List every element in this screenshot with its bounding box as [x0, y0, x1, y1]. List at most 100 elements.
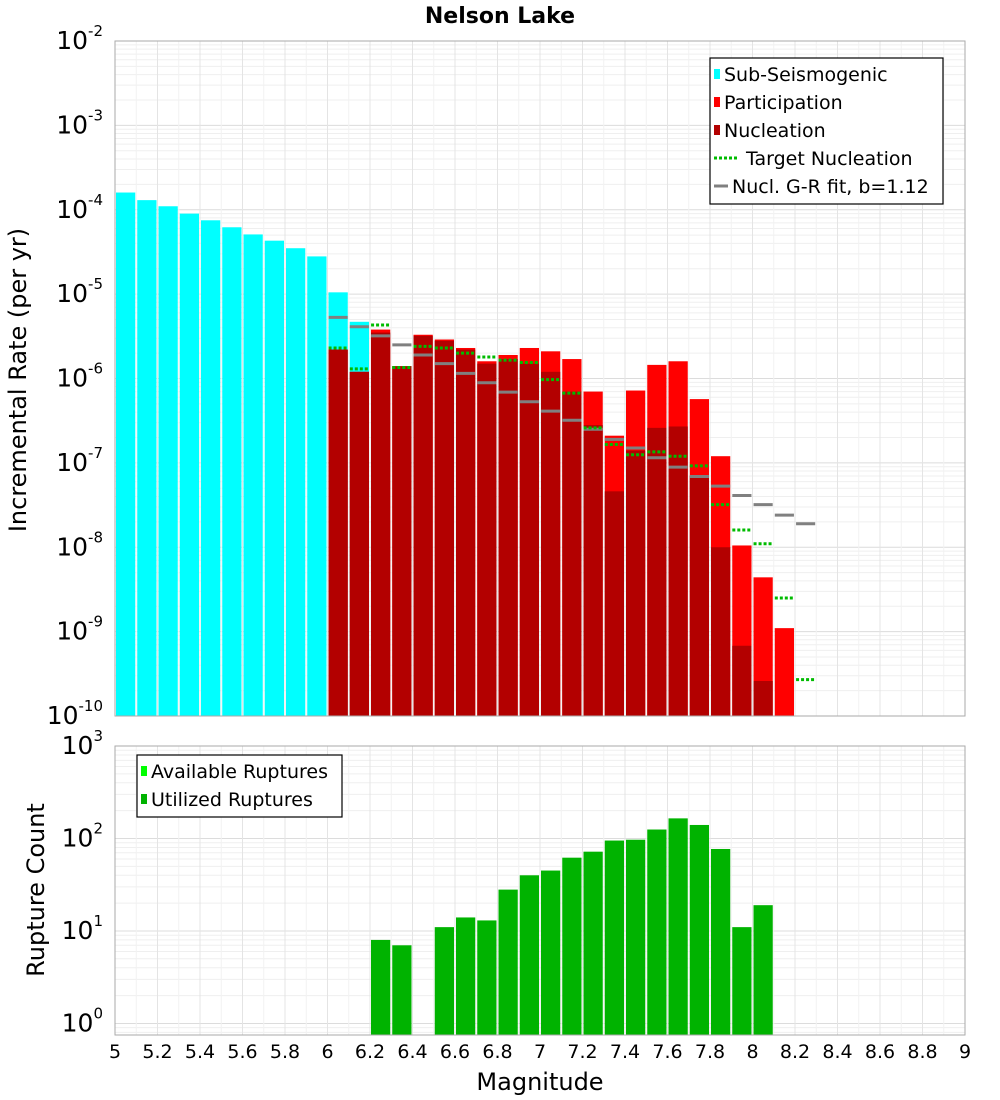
- bottom-legend-label-utilized-ruptures: Utilized Ruptures: [151, 789, 313, 811]
- bottom-y-tick-label: 103: [62, 727, 103, 760]
- top-legend-label-target-nucleation: Target Nucleation: [745, 148, 913, 170]
- sub-seismogenic-bar: [137, 200, 157, 716]
- sub-seismogenic-bar: [222, 227, 242, 716]
- top-legend-label-nucl-g-r-fit-b-1-12: Nucl. G-R fit, b=1.12: [732, 176, 929, 198]
- x-tick-label: 8.2: [780, 1041, 810, 1063]
- chart-title: Nelson Lake: [425, 4, 575, 29]
- sub-seismogenic-bar: [307, 256, 327, 716]
- nucleation-bar: [583, 425, 603, 716]
- utilized-ruptures-bar: [477, 920, 497, 1035]
- top-y-tick-label: 10-6: [56, 360, 103, 393]
- x-tick-label: 8.6: [865, 1041, 895, 1063]
- bottom-y-tick-label: 102: [62, 819, 103, 852]
- bottom-y-tick-label: 100: [62, 1004, 103, 1037]
- nucleation-bar: [434, 340, 454, 716]
- participation-bar: [774, 628, 794, 716]
- utilized-ruptures-bar: [647, 829, 667, 1035]
- bottom-legend-box: [136, 754, 343, 818]
- utilized-ruptures-bar: [583, 851, 603, 1035]
- top-lines: [328, 315, 816, 682]
- bottom-plot-frame: [114, 745, 966, 1036]
- nucleation-bar: [753, 680, 773, 716]
- nucleation-bar: [562, 391, 582, 716]
- nucleation-bar: [604, 491, 624, 716]
- nucleation-bar: [371, 332, 391, 716]
- x-tick-label: 7.8: [695, 1041, 725, 1063]
- nucleation-bar: [498, 359, 518, 716]
- x-tick-label: 8: [746, 1041, 758, 1063]
- nucleation-bar: [477, 363, 497, 716]
- bottom-legend-label-available-ruptures: Available Ruptures: [151, 761, 328, 783]
- x-tick-label: 5.6: [227, 1041, 257, 1063]
- top-legend-swatch-nucleation: [714, 125, 720, 135]
- utilized-ruptures-bar: [604, 840, 624, 1035]
- x-ticks: 5 5.2 5.4 5.6 5.8 6 6.2 6.4 6.6 6.8 7 7.2 7.4 7.6 7.8 8…: [109, 1041, 971, 1063]
- nucleation-bar: [732, 645, 752, 716]
- sub-seismogenic-bar: [243, 234, 263, 716]
- utilized-ruptures-bar: [541, 870, 561, 1035]
- x-tick-label: 5.4: [185, 1041, 215, 1063]
- nucleation-bar: [456, 349, 476, 716]
- nucleation-bar: [711, 547, 731, 716]
- x-tick-label: 6.2: [355, 1041, 385, 1063]
- top-y-tick-label: 10-4: [56, 191, 103, 224]
- nucleation-bar: [689, 475, 709, 716]
- sub-seismogenic-bar: [201, 220, 221, 717]
- utilized-ruptures-bar: [689, 824, 709, 1035]
- x-tick-label: 6.6: [440, 1041, 470, 1063]
- x-axis-title: Magnitude: [476, 1068, 603, 1096]
- top-y-axis-title: Incremental Rate (per yr): [4, 228, 32, 532]
- bottom-y-axis-title: Rupture Count: [22, 803, 50, 977]
- bottom-y-ticks: 100 101 102 103: [62, 727, 103, 1037]
- bottom-y-tick-label: 101: [62, 912, 103, 945]
- nucleation-bar: [349, 371, 369, 716]
- nucleation-bar: [328, 349, 348, 716]
- utilized-ruptures-bar: [519, 875, 539, 1035]
- nucleation-bar: [626, 450, 646, 716]
- utilized-ruptures-bar: [711, 848, 731, 1035]
- sub-seismogenic-bar: [179, 213, 199, 717]
- nucleation-bar: [519, 363, 539, 716]
- x-tick-label: 9: [959, 1041, 971, 1063]
- utilized-ruptures-bar: [753, 905, 773, 1035]
- x-tick-label: 6.8: [482, 1041, 512, 1063]
- top-y-tick-label: 10-5: [56, 275, 103, 308]
- x-tick-label: 6: [321, 1041, 333, 1063]
- top-legend-label-nucleation: Nucleation: [724, 120, 826, 142]
- x-tick-label: 7.2: [567, 1041, 597, 1063]
- top-legend-box: [709, 57, 944, 205]
- top-y-tick-label: 10-2: [56, 22, 103, 55]
- utilized-ruptures-bar: [371, 939, 391, 1035]
- top-legend-label-participation: Participation: [724, 92, 843, 114]
- utilized-ruptures-bar: [668, 818, 688, 1035]
- utilized-ruptures-bar: [434, 927, 454, 1035]
- x-tick-label: 5.8: [270, 1041, 300, 1063]
- nucleation-bar: [668, 426, 688, 716]
- sub-seismogenic-bar: [158, 206, 178, 716]
- utilized-ruptures-bar: [562, 857, 582, 1035]
- nucleation-bar: [392, 366, 412, 716]
- x-tick-label: 5.2: [142, 1041, 172, 1063]
- x-tick-label: 7.6: [652, 1041, 682, 1063]
- utilized-ruptures-bar: [626, 839, 646, 1035]
- sub-seismogenic-bar: [116, 192, 136, 717]
- bottom-bars: [371, 818, 773, 1035]
- top-y-tick-label: 10-10: [47, 697, 103, 730]
- nucleation-bar: [413, 335, 433, 716]
- top-legend-swatch-participation: [714, 97, 720, 107]
- sub-seismogenic-bar: [264, 240, 284, 717]
- top-legend-label-sub-seismogenic: Sub-Seismogenic: [724, 64, 888, 86]
- top-legend: Sub-Seismogenic Participation Nucleation Ta…: [709, 57, 944, 205]
- bottom-legend-swatch-available-ruptures: [141, 766, 147, 776]
- top-y-tick-label: 10-9: [56, 613, 103, 646]
- x-tick-label: 8.8: [907, 1041, 937, 1063]
- nucleation-bar: [647, 427, 667, 716]
- top-bars: [116, 192, 794, 717]
- x-tick-label: 7.4: [610, 1041, 640, 1063]
- x-tick-label: 7: [534, 1041, 546, 1063]
- x-tick-label: 5: [109, 1041, 121, 1063]
- bottom-legend-swatch-utilized-ruptures: [141, 794, 147, 804]
- top-y-tick-label: 10-3: [56, 106, 103, 139]
- nucleation-bar: [541, 371, 561, 716]
